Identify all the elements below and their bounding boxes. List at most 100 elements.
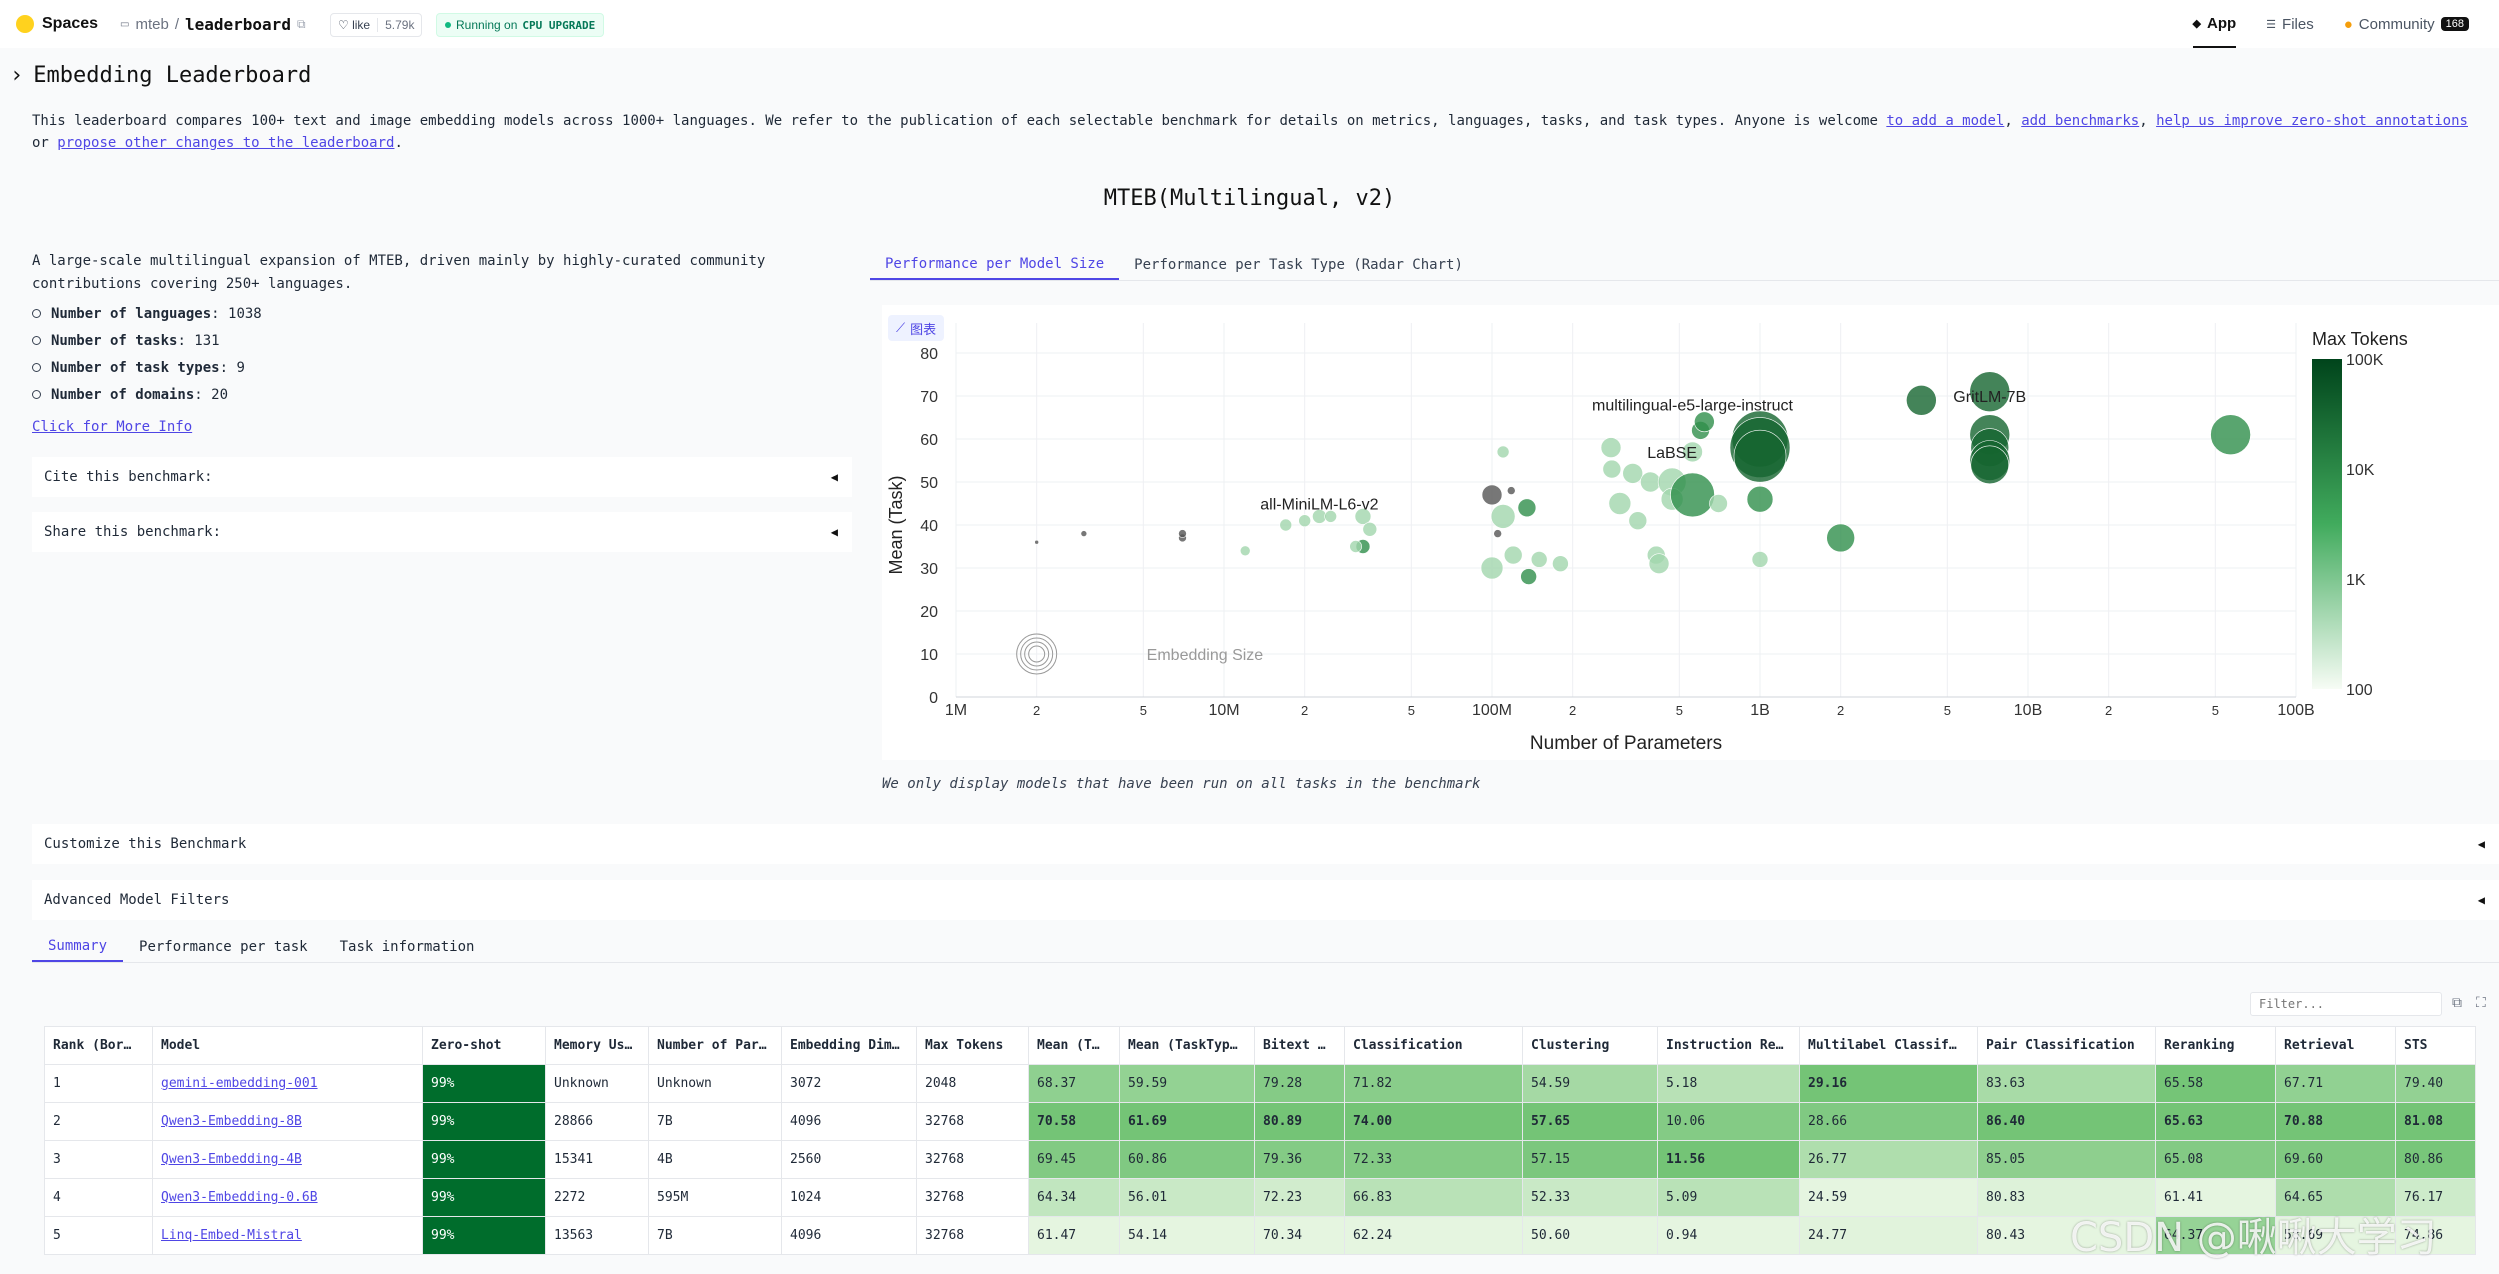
column-header[interactable]: Embedding Dim…: [781, 1026, 917, 1065]
column-header[interactable]: Zero-shot: [422, 1026, 546, 1065]
more-info-link[interactable]: Click for More Info: [32, 419, 193, 435]
colorbar-title: Max Tokens: [2312, 329, 2408, 349]
table-filter-input[interactable]: [2250, 992, 2442, 1016]
model-link[interactable]: Qwen3-Embedding-0.6B: [161, 1190, 318, 1205]
fullscreen-icon[interactable]: ⛶: [2476, 995, 2486, 1011]
model-link[interactable]: Linq-Embed-Mistral: [161, 1228, 302, 1243]
column-header[interactable]: Classification: [1344, 1026, 1523, 1065]
filters-accordion[interactable]: Advanced Model Filters ◀: [32, 880, 2499, 920]
table-cell: 68.37: [1028, 1064, 1120, 1103]
column-header[interactable]: Max Tokens: [916, 1026, 1029, 1065]
tab-performance-per-task[interactable]: Performance per task: [139, 939, 308, 955]
table-cell: 79.36: [1254, 1140, 1345, 1179]
table-cell: 74.00: [1344, 1102, 1523, 1141]
copy-icon[interactable]: ⧉: [2452, 995, 2462, 1011]
model-cell[interactable]: Qwen3-Embedding-4B: [152, 1140, 423, 1179]
table-cell: 59.59: [1119, 1064, 1255, 1103]
table-row[interactable]: 2 Qwen3-Embedding-8B 99% 28866 7B 4096 32768 70…: [44, 1102, 2476, 1141]
collapse-triangle-icon: ◀: [2477, 893, 2485, 907]
table-cell: 13563: [545, 1216, 649, 1255]
tab-radar-chart[interactable]: Performance per Task Type (Radar Chart): [1134, 257, 1463, 273]
column-header[interactable]: Retrieval: [2275, 1026, 2396, 1065]
tab-task-information[interactable]: Task information: [339, 939, 475, 955]
table-row[interactable]: 1 gemini-embedding-001 99% Unknown Unknown 30…: [44, 1064, 2476, 1103]
y-axis-label: Mean (Task): [886, 475, 906, 574]
column-header[interactable]: Instruction Re…: [1657, 1026, 1800, 1065]
x-tick-label: 2: [1301, 703, 1308, 718]
table-cell: 99%: [422, 1140, 546, 1179]
column-header[interactable]: Number of Par…: [648, 1026, 782, 1065]
repo-link[interactable]: leaderboard: [184, 14, 291, 34]
data-point: [2210, 414, 2251, 455]
column-header[interactable]: STS: [2395, 1026, 2476, 1065]
collapse-triangle-icon: ◀: [830, 525, 838, 539]
column-header[interactable]: Mean (T…: [1028, 1026, 1120, 1065]
column-header[interactable]: Model: [152, 1026, 423, 1065]
model-link[interactable]: Qwen3-Embedding-4B: [161, 1152, 302, 1167]
column-header[interactable]: Rank (Bor…: [44, 1026, 153, 1065]
column-header[interactable]: Bitext …: [1254, 1026, 1345, 1065]
tab-performance-per-size[interactable]: Performance per Model Size: [870, 250, 1120, 280]
table-row[interactable]: 3 Qwen3-Embedding-4B 99% 15341 4B 2560 32768 69…: [44, 1140, 2476, 1179]
data-point: [1496, 445, 1510, 459]
sidebar-toggle[interactable]: › Embedding Leaderboard: [10, 63, 311, 88]
copy-icon[interactable]: ⧉: [296, 16, 306, 31]
column-header[interactable]: Mean (TaskTyp…: [1119, 1026, 1255, 1065]
y-tick-label: 50: [920, 475, 938, 492]
y-tick-label: 0: [929, 690, 938, 707]
table-cell: 99%: [422, 1178, 546, 1217]
community-count: 168: [2440, 17, 2469, 31]
model-cell[interactable]: Qwen3-Embedding-0.6B: [152, 1178, 423, 1217]
tab-summary[interactable]: Summary: [32, 932, 124, 962]
heart-icon: ♡ like: [338, 18, 371, 32]
table-cell: 1024: [781, 1178, 917, 1217]
zero-shot-link[interactable]: help us improve zero-shot annotations: [2156, 113, 2468, 129]
like-button[interactable]: ♡ like 5.79k: [330, 13, 423, 37]
model-link[interactable]: gemini-embedding-001: [161, 1076, 318, 1091]
data-point: [1481, 484, 1503, 506]
table-cell: 62.24: [1344, 1216, 1523, 1255]
table-row[interactable]: 5 Linq-Embed-Mistral 99% 13563 7B 4096 32768 61…: [44, 1216, 2476, 1255]
table-cell: 71.82: [1344, 1064, 1523, 1103]
table-cell: 11.56: [1657, 1140, 1800, 1179]
column-header[interactable]: Pair Classification: [1977, 1026, 2156, 1065]
column-header[interactable]: Clustering: [1522, 1026, 1658, 1065]
data-point: [1628, 511, 1648, 530]
customize-accordion[interactable]: Customize this Benchmark ◀: [32, 824, 2499, 864]
model-cell[interactable]: Qwen3-Embedding-8B: [152, 1102, 423, 1141]
table-cell: 61.41: [2155, 1178, 2276, 1217]
result-tabs: Summary Performance per task Task inform…: [32, 932, 2499, 963]
share-accordion[interactable]: Share this benchmark: ◀: [32, 512, 852, 552]
table-cell: 32768: [916, 1102, 1029, 1141]
add-benchmarks-link[interactable]: add benchmarks: [2021, 113, 2140, 129]
x-tick-label: 2: [1569, 703, 1576, 718]
model-cell[interactable]: Linq-Embed-Mistral: [152, 1216, 423, 1255]
cite-accordion[interactable]: Cite this benchmark: ◀: [32, 457, 852, 497]
column-header[interactable]: Memory Us…: [545, 1026, 649, 1065]
status-badge[interactable]: Running on CPU UPGRADE: [436, 13, 605, 37]
x-tick-label: 1M: [945, 702, 967, 719]
point-annotation: multilingual-e5-large-instruct: [1592, 398, 1794, 415]
org-link[interactable]: mteb: [135, 15, 169, 33]
tab-files[interactable]: ☰ Files: [2266, 15, 2314, 33]
data-point: [1298, 514, 1311, 527]
table-cell: 65.58: [2155, 1064, 2276, 1103]
table-cell: Unknown: [648, 1064, 782, 1103]
column-header[interactable]: Reranking: [2155, 1026, 2276, 1065]
add-model-link[interactable]: to add a model: [1886, 113, 2005, 129]
table-cell: 99%: [422, 1102, 546, 1141]
tab-app[interactable]: ◆ App: [2192, 0, 2237, 48]
spaces-logo[interactable]: Spaces: [16, 0, 98, 48]
model-cell[interactable]: gemini-embedding-001: [152, 1064, 423, 1103]
size-legend-label: Embedding Size: [1147, 647, 1264, 664]
data-point: [1490, 504, 1516, 529]
table-cell: 7B: [648, 1102, 782, 1141]
tab-community[interactable]: ● Community 168: [2344, 0, 2469, 48]
y-tick-label: 30: [920, 561, 938, 578]
table-row[interactable]: 4 Qwen3-Embedding-0.6B 99% 2272 595M 1024 3276…: [44, 1178, 2476, 1217]
model-link[interactable]: Qwen3-Embedding-8B: [161, 1114, 302, 1129]
colorbar-tick-label: 100: [2346, 682, 2373, 699]
stat-languages: Number of languages: 1038: [32, 300, 262, 327]
propose-changes-link[interactable]: propose other changes to the leaderboard: [57, 135, 395, 151]
column-header[interactable]: Multilabel Classif…: [1799, 1026, 1978, 1065]
